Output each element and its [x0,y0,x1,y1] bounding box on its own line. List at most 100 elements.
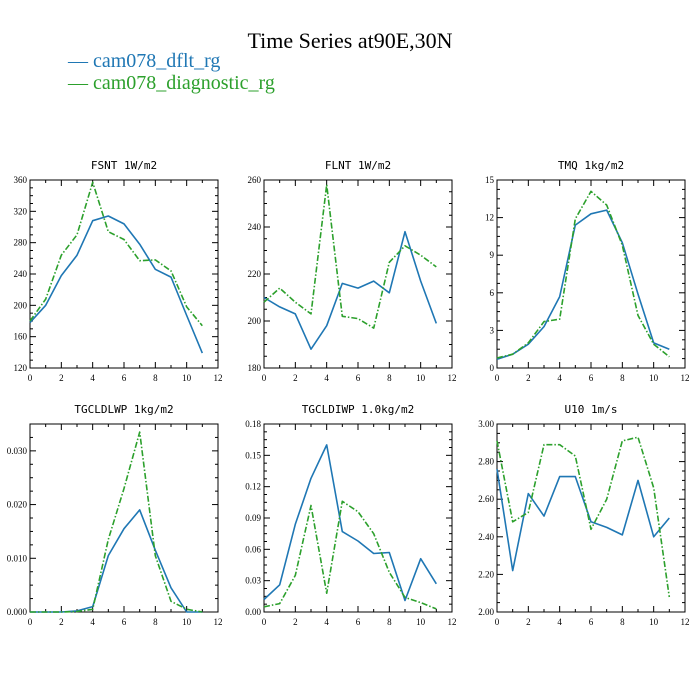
plot-frame [263,179,453,369]
x-tick-label: 2 [526,373,531,383]
x-tick-label: 6 [356,617,361,627]
series-line-dflt [29,215,204,354]
y-tick-label: 3 [490,325,495,335]
x-tick-label: 4 [90,617,95,627]
x-tick-label: 12 [448,617,457,627]
x-tick-label: 8 [387,373,392,383]
y-tick-label: 0.000 [7,607,28,617]
chart-panel-1: FLNT 1W/m2 0 2 4 6 8 10 12 180 200 220 240 260 [248,159,457,383]
y-tick-label: 6 [490,288,495,298]
x-tick-label: 10 [182,373,192,383]
y-tick-label: 3.00 [478,419,494,429]
x-tick-label: 0 [28,373,33,383]
y-tick-label: 2.40 [478,532,494,542]
x-tick-label: 6 [122,373,127,383]
x-tick-label: 12 [448,373,457,383]
x-tick-label: 4 [324,373,329,383]
y-tick-label: 0 [490,363,495,373]
x-tick-label: 8 [387,617,392,627]
legend-line-dflt: — [68,50,93,72]
series-line-dflt [496,468,670,572]
series-line-diagnostic [496,436,671,598]
series-line-dflt [263,444,437,602]
y-tick-label: 120 [14,363,28,373]
y-tick-label: 0.18 [245,419,261,429]
x-tick-label: 2 [526,617,531,627]
y-tick-label: 240 [248,222,262,232]
y-tick-label: 0.15 [245,450,261,460]
chart-title: FLNT 1W/m2 [325,159,391,172]
x-tick-label: 10 [182,617,192,627]
chart-panel-0: FSNT 1W/m2 0 2 4 6 8 10 12 120 160 200 240 280 320 360 [14,159,223,383]
x-tick-label: 0 [28,617,33,627]
chart-panel-5: U10 1m/s 0 2 4 6 8 10 12 2.00 2.20 2.40 2.60 2.80 3.0… [478,403,689,627]
chart-title: U10 1m/s [565,403,618,416]
chart-title: FSNT 1W/m2 [91,159,157,172]
y-tick-label: 9 [490,250,495,260]
y-tick-label: 0.12 [245,482,261,492]
x-tick-label: 12 [681,617,690,627]
series-line-diagnostic [263,500,437,610]
y-tick-label: 160 [14,332,28,342]
x-tick-label: 2 [59,617,64,627]
x-tick-label: 8 [620,617,625,627]
x-tick-label: 0 [262,373,267,383]
x-tick-label: 0 [495,373,500,383]
x-tick-label: 4 [90,373,95,383]
x-tick-label: 8 [153,373,158,383]
y-tick-label: 260 [248,175,262,185]
chart-panel-4: TGCLDIWP 1.0kg/m2 0 2 4 6 8 10 12 0.00 0.03 0.06 0.… [245,403,456,627]
legend-label-diagnostic: cam078_diagnostic_rg [93,72,275,94]
y-tick-label: 0.09 [245,513,261,523]
plot-frame [263,423,453,613]
y-tick-label: 0.03 [245,576,261,586]
plot-frame [496,179,686,369]
y-tick-label: 360 [14,175,28,185]
y-tick-label: 12 [485,213,494,223]
x-tick-label: 4 [324,617,329,627]
x-tick-label: 12 [681,373,690,383]
y-tick-label: 320 [14,206,28,216]
y-tick-label: 0.06 [245,544,261,554]
y-tick-label: 2.80 [478,457,494,467]
series-line-diagnostic [30,431,203,613]
series-line-dflt [263,230,438,351]
chart-title: TMQ 1kg/m2 [558,159,624,172]
legend-label-dflt: cam078_dflt_rg [93,50,221,72]
y-tick-label: 200 [248,316,262,326]
y-tick-label: 2.60 [478,494,494,504]
series-line-diagnostic [496,190,670,359]
series-line-diagnostic [29,181,203,327]
series-line-dflt [30,509,203,613]
y-tick-label: 0.020 [7,500,28,510]
x-tick-label: 10 [649,373,659,383]
chart-panel-2: TMQ 1kg/m2 0 2 4 6 8 10 12 0 3 6 9 12 15 [485,159,690,383]
plot-frame [29,423,219,613]
y-tick-label: 0.010 [7,553,28,563]
x-tick-label: 12 [214,373,223,383]
plot-frame [29,179,219,369]
plot-frame [496,423,686,613]
y-tick-label: 0.00 [245,607,261,617]
legend-entry-diagnostic: — cam078_diagnostic_rg [68,72,275,95]
x-tick-label: 10 [649,617,659,627]
y-tick-label: 0.030 [7,446,28,456]
y-tick-label: 220 [248,269,262,279]
x-tick-label: 4 [557,373,562,383]
x-tick-label: 8 [153,617,158,627]
chart-title: TGCLDIWP 1.0kg/m2 [302,403,415,416]
legend-entry-dflt: — cam078_dflt_rg [68,50,220,73]
x-tick-label: 6 [356,373,361,383]
x-tick-label: 10 [416,373,426,383]
x-tick-label: 12 [214,617,223,627]
x-tick-label: 4 [557,617,562,627]
x-tick-label: 6 [589,373,594,383]
y-tick-label: 280 [14,238,28,248]
x-tick-label: 2 [293,617,298,627]
x-tick-label: 2 [59,373,64,383]
x-tick-label: 2 [293,373,298,383]
y-tick-label: 2.00 [478,607,494,617]
y-tick-label: 15 [485,175,495,185]
chart-panel-3: TGCLDLWP 1kg/m2 0 2 4 6 8 10 12 0.000 0.010 0.020 0… [7,403,223,627]
